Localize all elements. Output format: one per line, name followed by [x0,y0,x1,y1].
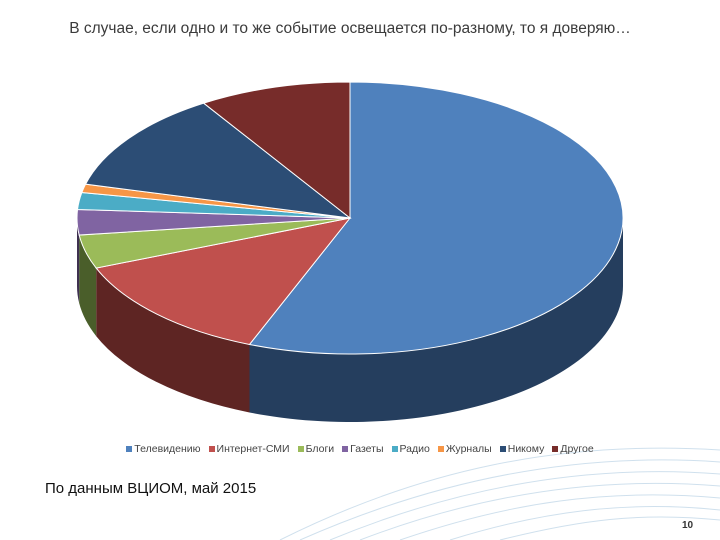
pie-side-0 [249,218,623,423]
legend-swatch [208,446,215,452]
source-note: По данным ВЦИОМ, май 2015 [45,480,257,497]
legend-swatch [391,446,398,452]
legend-label: Журналы [445,443,492,455]
legend-item-2: Блоги [297,443,335,455]
legend-label: Газеты [350,443,384,455]
legend-swatch [342,446,349,452]
pie-slice-1 [95,217,352,345]
legend-item-0: Телевидению [126,443,201,455]
legend-swatch [499,446,506,452]
legend-item-4: Радио [391,443,430,455]
pie-slice-6 [84,102,352,219]
legend-swatch [126,446,133,452]
legend-label: Интернет-СМИ [216,443,290,455]
legend-label: Другое [560,443,594,455]
pie-slice-0 [248,81,624,355]
legend-item-5: Журналы [437,443,492,455]
chart-legend: Телевидению Интернет-СМИ Блоги Газеты Радио Ж… [0,443,720,455]
legend-swatch [552,446,559,452]
page-number: 10 [682,520,694,531]
legend-item-7: Другое [552,443,594,455]
legend-swatch [297,446,304,452]
pie-side-2 [79,235,97,337]
legend-label: Радио [399,443,430,455]
pie-slice-7 [202,81,351,220]
legend-label: Телевидению [134,443,201,455]
legend-item-3: Газеты [342,443,384,455]
pie-side-3 [77,218,80,304]
legend-item-6: Никому [499,443,545,455]
legend-swatch [437,446,444,452]
pie-side-1 [96,268,250,413]
legend-label: Блоги [305,443,335,455]
chart-title: В случае, если одно и то же событие осве… [69,20,631,37]
pie-sides [77,218,623,423]
legend-item-1: Интернет-СМИ [208,443,290,455]
legend-label: Никому [507,443,545,455]
pie-tops [76,81,624,355]
